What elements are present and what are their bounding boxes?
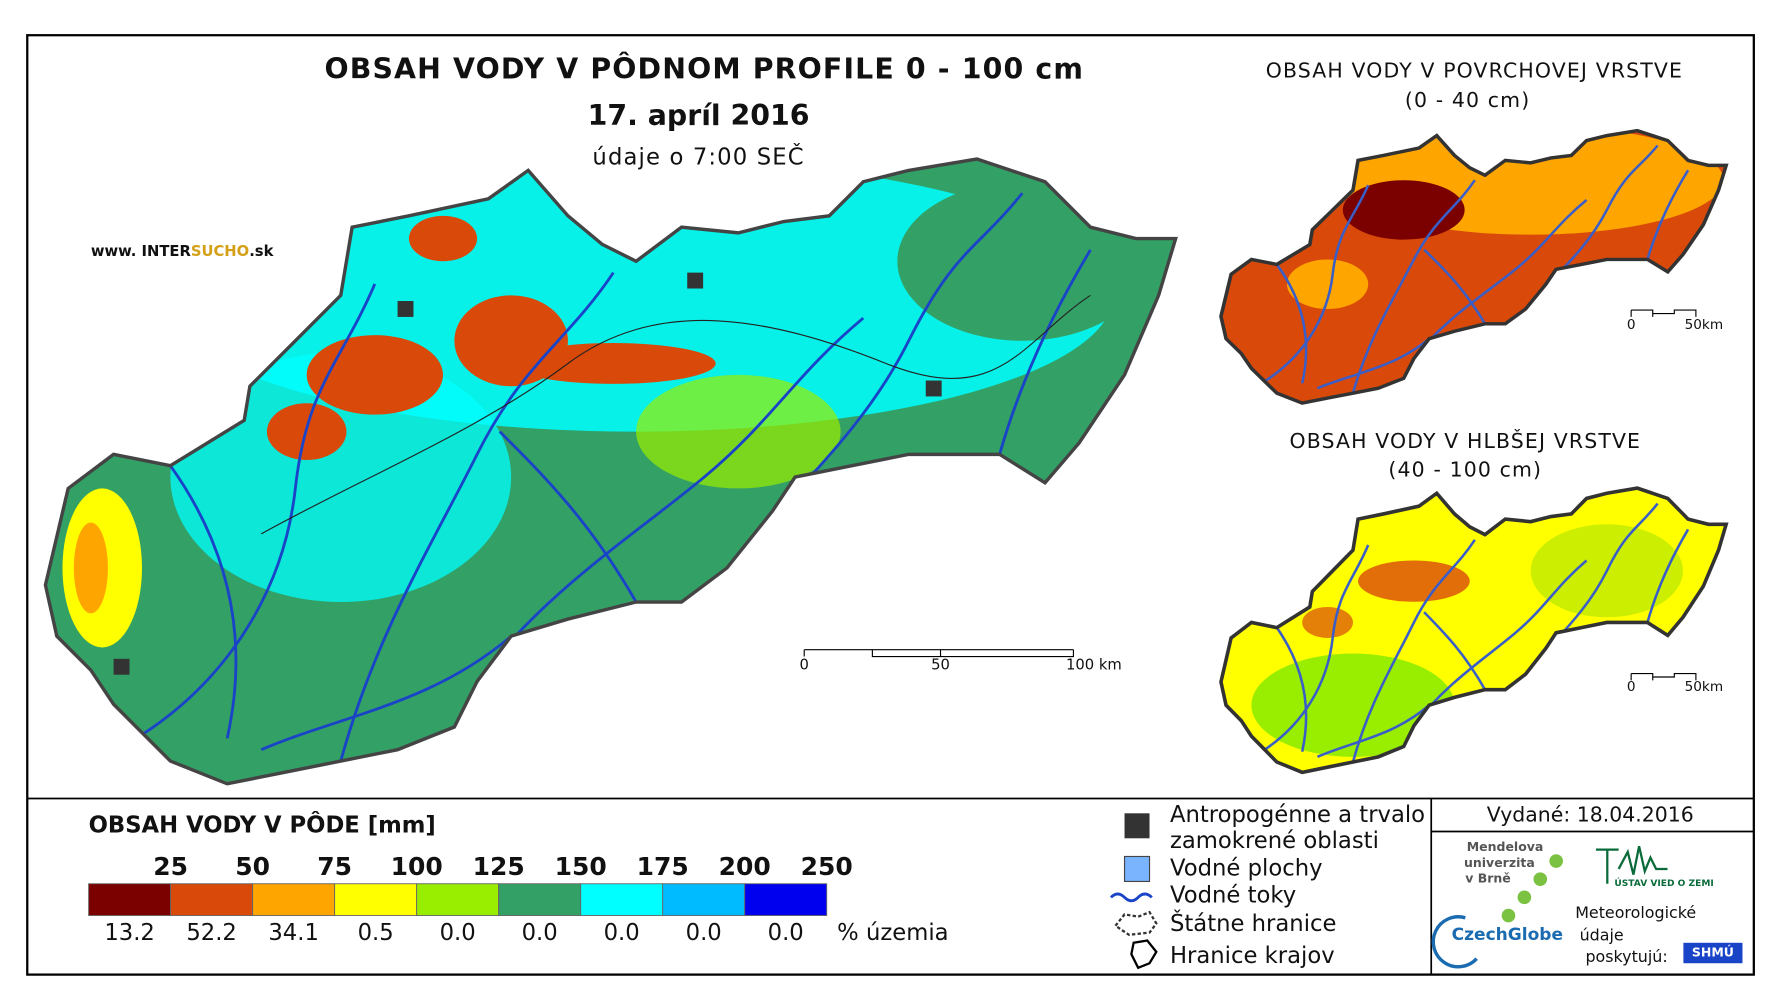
- credit-text: údaje: [1580, 925, 1624, 944]
- legend-threshold: 250: [801, 852, 853, 881]
- symbol-icon: [1109, 892, 1153, 903]
- legend-swatch: [170, 883, 254, 916]
- legend-swatch: [662, 883, 746, 916]
- scale-label: 50km: [1685, 317, 1724, 333]
- logo-box: [1683, 942, 1743, 964]
- legend-swatch: [334, 883, 418, 916]
- website-part: SUCHO: [191, 243, 249, 260]
- inset-subtitle: (40 - 100 cm): [1388, 457, 1542, 481]
- legend-unit: % územia: [837, 920, 948, 946]
- scale-bar: [1630, 309, 1697, 317]
- symbol-label: Štátne hranice: [1170, 909, 1336, 937]
- symbol-icon: [1123, 855, 1151, 883]
- legend-swatch: [744, 883, 828, 916]
- credit-text: Mendelova: [1467, 839, 1544, 854]
- legend-percent: 0.0: [522, 920, 558, 946]
- symbol-icon: [1124, 813, 1150, 839]
- legend-threshold: 175: [637, 852, 689, 881]
- date: 17. apríl 2016: [588, 99, 810, 132]
- legend-percent: 0.0: [440, 920, 476, 946]
- legend-percent: 0.0: [686, 920, 722, 946]
- legend-threshold: 150: [555, 852, 607, 881]
- legend-percent: 0.0: [768, 920, 804, 946]
- scale-label: 50km: [1685, 679, 1724, 695]
- inset-title: OBSAH VODY V HLBŠEJ VRSTVE: [1289, 428, 1641, 453]
- legend-swatch: [580, 883, 664, 916]
- credit-text: CzechGlobe: [1452, 925, 1563, 945]
- credits: Mendelova univerzita v Brně CzechGlobe Ú…: [1431, 839, 1743, 969]
- legend-threshold: 75: [317, 852, 352, 881]
- symbol-icon: [1130, 939, 1158, 970]
- website-part: .sk: [249, 243, 274, 260]
- legend-threshold: 25: [153, 852, 188, 881]
- symbol-label: Vodné toky: [1170, 883, 1296, 909]
- legend-threshold: 125: [473, 852, 525, 881]
- inset-subtitle: (0 - 40 cm): [1405, 88, 1530, 112]
- inset-title: OBSAH VODY V POVRCHOVEJ VRSTVE: [1266, 59, 1683, 83]
- legend-swatch: [416, 883, 500, 916]
- website-part: www. INTER: [91, 243, 192, 260]
- credit-text: ÚSTAV VIED O ZEMI: [1614, 877, 1713, 889]
- legend-swatch: [88, 883, 172, 916]
- legend-threshold: 100: [391, 852, 443, 881]
- title: OBSAH VODY V PÔDNOM PROFILE 0 - 100 cm: [324, 51, 1084, 85]
- legend-swatch: [498, 883, 582, 916]
- credit-text: Meteorologické: [1575, 903, 1696, 922]
- scale-label: 0: [1627, 317, 1636, 333]
- logo-dots: [1501, 854, 1563, 923]
- legend-percent: 0.5: [358, 920, 394, 946]
- legend-threshold: 50: [235, 852, 270, 881]
- symbol-label: Antropogénne a trvalo: [1170, 802, 1425, 828]
- credit-text: poskytujú:: [1585, 947, 1667, 966]
- legend-swatch: [252, 883, 336, 916]
- legend: 13.2 52.2 34.1 0.5 0.0 0.0 0.0 0.0 0.0 25 50 75 100 1…: [88, 852, 853, 946]
- legend-percent: 0.0: [604, 920, 640, 946]
- legend-title: OBSAH VODY V PÔDE [mm]: [89, 810, 436, 838]
- website: www. INTERSUCHO.sk: [91, 243, 275, 260]
- scale-label: 50: [931, 657, 950, 674]
- legend-percent: 52.2: [186, 920, 237, 946]
- symbol-label: zamokrené oblasti: [1170, 828, 1379, 854]
- issued: Vydané: 18.04.2016: [1487, 803, 1694, 827]
- time: údaje o 7:00 SEČ: [592, 142, 804, 170]
- credit-text: v Brně: [1465, 871, 1511, 886]
- symbol-label: Vodné plochy: [1170, 855, 1323, 881]
- logo-arc: [1431, 915, 1478, 969]
- scale-bar: [803, 649, 1074, 658]
- credit-text: univerzita: [1464, 855, 1535, 870]
- scale-bar: [1630, 673, 1697, 681]
- scale-label: 0: [800, 657, 809, 674]
- credit-text: SHMÚ: [1692, 945, 1734, 960]
- logo-line: [1595, 845, 1668, 884]
- symbol-label: Hranice krajov: [1170, 943, 1335, 969]
- legend-threshold: 200: [719, 852, 771, 881]
- scale-label: 100 km: [1066, 657, 1122, 674]
- symbol-icon: [1113, 910, 1158, 937]
- scale-label: 0: [1627, 679, 1636, 695]
- legend-percent: 13.2: [104, 920, 155, 946]
- legend-percent: 34.1: [268, 920, 319, 946]
